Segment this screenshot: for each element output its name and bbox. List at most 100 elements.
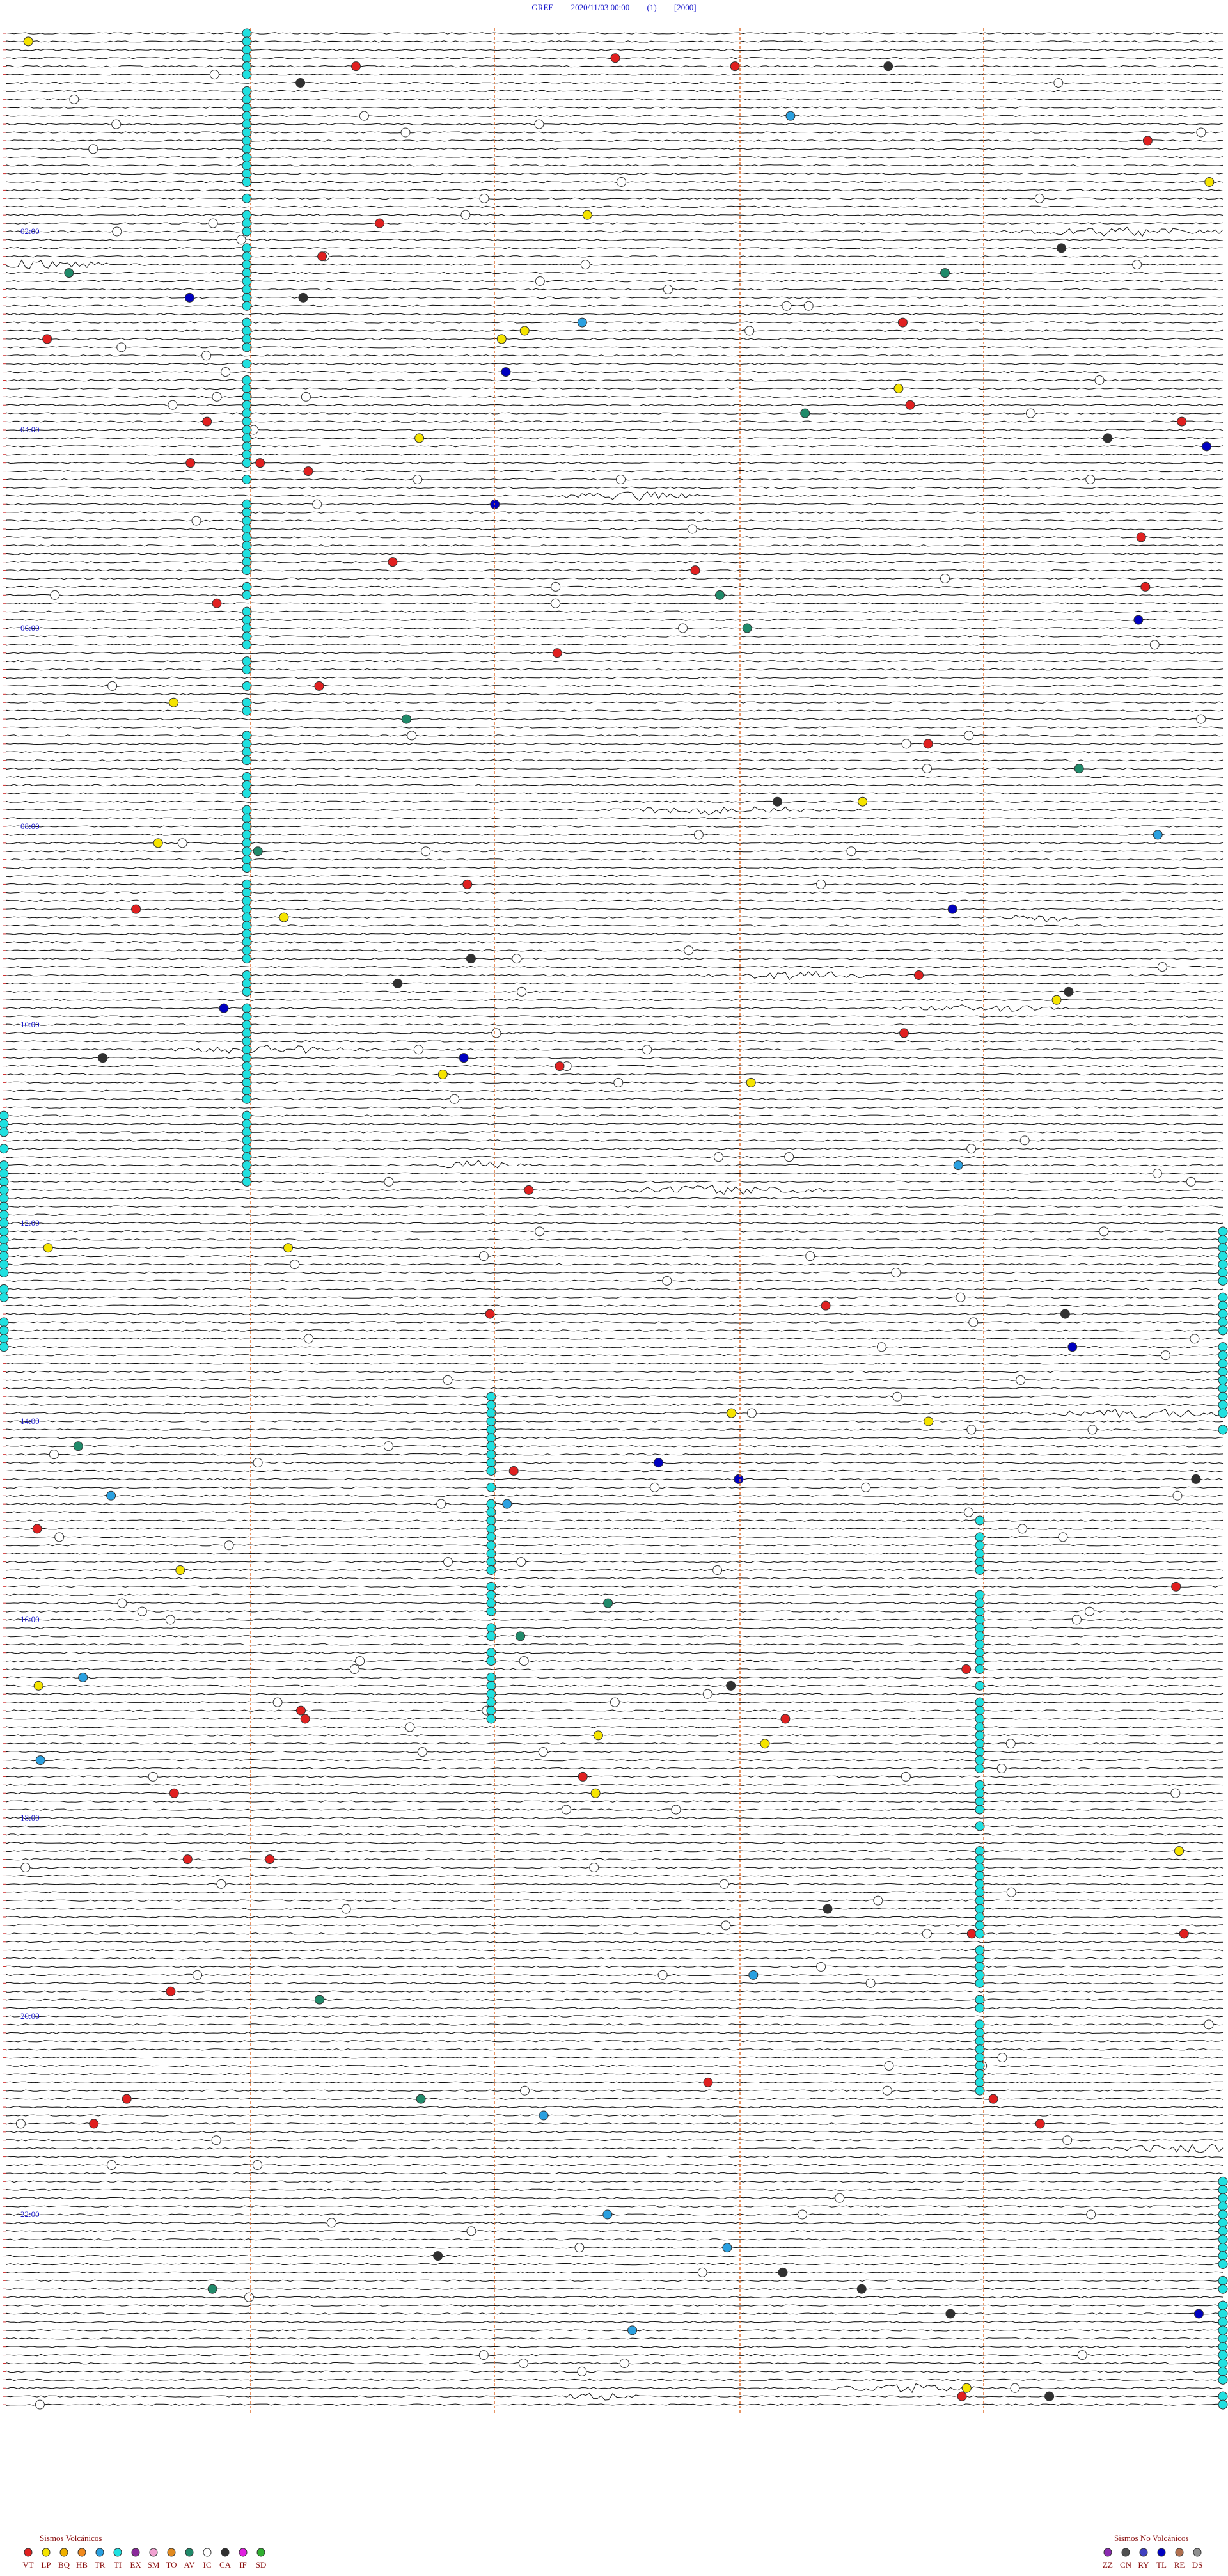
- trace: [6, 610, 1224, 613]
- event: [539, 2110, 549, 2121]
- trace: [6, 1032, 1224, 1034]
- trace: [6, 1139, 1224, 1142]
- trace: [6, 1577, 1224, 1580]
- event: [1177, 416, 1187, 427]
- time-label: 06:00: [20, 623, 40, 633]
- event: [242, 36, 252, 47]
- event: [1218, 2226, 1228, 2236]
- trace: [6, 1329, 1223, 1332]
- event: [760, 1739, 770, 1749]
- event: [1218, 2309, 1228, 2319]
- event: [242, 102, 252, 113]
- event: [175, 1565, 185, 1575]
- event: [242, 986, 252, 997]
- event: [975, 1970, 985, 1980]
- trace: [6, 437, 1224, 439]
- event: [20, 1863, 31, 1872]
- event: [1218, 2334, 1228, 2344]
- trace: [6, 635, 1224, 638]
- trace: [6, 1247, 1224, 1249]
- event: [975, 1730, 985, 1741]
- trace: [6, 1511, 1224, 1513]
- event: [0, 1160, 9, 1171]
- trace: [6, 1395, 1224, 1398]
- trace: [6, 1767, 1224, 1770]
- event: [166, 1986, 176, 1996]
- event: [242, 507, 252, 518]
- event: [242, 1160, 252, 1171]
- legend-code: SM: [148, 2560, 160, 2570]
- event: [945, 2309, 956, 2319]
- event: [961, 2383, 972, 2393]
- trace: [6, 883, 1224, 886]
- event: [242, 391, 252, 402]
- trace: [6, 2015, 1224, 2018]
- trace: [6, 2188, 1224, 2191]
- trace: [6, 2383, 1224, 2394]
- event: [975, 2028, 985, 2038]
- event: [359, 111, 369, 121]
- event: [975, 1590, 985, 1600]
- legend-code: HB: [76, 2560, 88, 2570]
- event: [479, 193, 489, 203]
- event: [577, 2366, 587, 2376]
- event: [315, 1995, 324, 2005]
- trace: [6, 1313, 1224, 1315]
- event: [1191, 1474, 1201, 1484]
- event: [1053, 78, 1064, 88]
- event: [242, 53, 252, 63]
- station: GREE: [531, 3, 553, 12]
- legend-marker: [221, 2548, 230, 2557]
- trace: [6, 1891, 1223, 1893]
- event: [1186, 1176, 1196, 1187]
- trace: [6, 1321, 1224, 1324]
- trace: [6, 1602, 1224, 1604]
- trace: [6, 156, 1224, 159]
- event: [975, 1821, 985, 1831]
- trace: [6, 255, 1224, 258]
- event: [35, 2399, 45, 2410]
- event: [1026, 408, 1035, 418]
- event: [975, 1739, 985, 1749]
- event: [744, 326, 755, 336]
- event: [1218, 2243, 1228, 2253]
- event: [54, 1532, 65, 1542]
- event: [242, 177, 252, 187]
- event: [0, 1251, 9, 1261]
- legend-code: TR: [95, 2560, 106, 2570]
- event: [177, 838, 187, 848]
- event: [450, 1094, 459, 1104]
- legend-marker: [113, 2548, 122, 2557]
- trace: [6, 2172, 1224, 2175]
- event: [0, 1342, 9, 1352]
- event: [201, 351, 212, 361]
- event: [1218, 1391, 1228, 1402]
- event: [290, 1260, 300, 1270]
- time-label: 20:00: [20, 2011, 40, 2021]
- trace: [6, 239, 1224, 241]
- event: [0, 1325, 9, 1336]
- event: [891, 1268, 901, 1277]
- event: [1218, 2275, 1228, 2286]
- event: [169, 1788, 179, 1798]
- event: [882, 2085, 892, 2096]
- event: [242, 1028, 252, 1038]
- trace: [6, 470, 1224, 473]
- trace: [6, 1957, 1224, 1960]
- trace: [6, 259, 1224, 270]
- trace: [6, 1899, 1223, 1902]
- trace: [6, 2122, 1224, 2125]
- event: [1190, 1334, 1200, 1344]
- legend-marker: [167, 2548, 176, 2557]
- trace: [6, 751, 1224, 754]
- trace: [6, 1263, 1224, 1266]
- event: [413, 475, 423, 484]
- event: [975, 1796, 985, 1806]
- trace: [6, 1825, 1224, 1828]
- trace: [6, 106, 1224, 109]
- trace: [6, 1478, 1224, 1481]
- event: [242, 268, 252, 278]
- legend-code: SD: [256, 2560, 267, 2570]
- event: [98, 1053, 108, 1063]
- event: [702, 1689, 712, 1699]
